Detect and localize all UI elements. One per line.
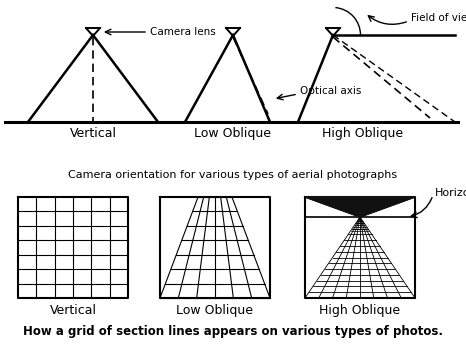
Polygon shape: [305, 197, 415, 217]
Text: Vertical: Vertical: [49, 304, 96, 317]
Text: Low Oblique: Low Oblique: [177, 304, 254, 317]
Text: How a grid of section lines appears on various types of photos.: How a grid of section lines appears on v…: [23, 325, 443, 338]
Text: Field of view: Field of view: [411, 13, 466, 23]
Polygon shape: [305, 197, 415, 217]
Text: Optical axis: Optical axis: [300, 86, 361, 96]
Text: Horizon: Horizon: [435, 188, 466, 198]
Text: Camera orientation for various types of aerial photographs: Camera orientation for various types of …: [69, 170, 397, 180]
Text: High Oblique: High Oblique: [319, 304, 401, 317]
Text: High Oblique: High Oblique: [322, 127, 404, 140]
Text: Low Oblique: Low Oblique: [194, 127, 272, 140]
Text: Vertical: Vertical: [69, 127, 116, 140]
Text: Camera lens: Camera lens: [150, 27, 216, 37]
